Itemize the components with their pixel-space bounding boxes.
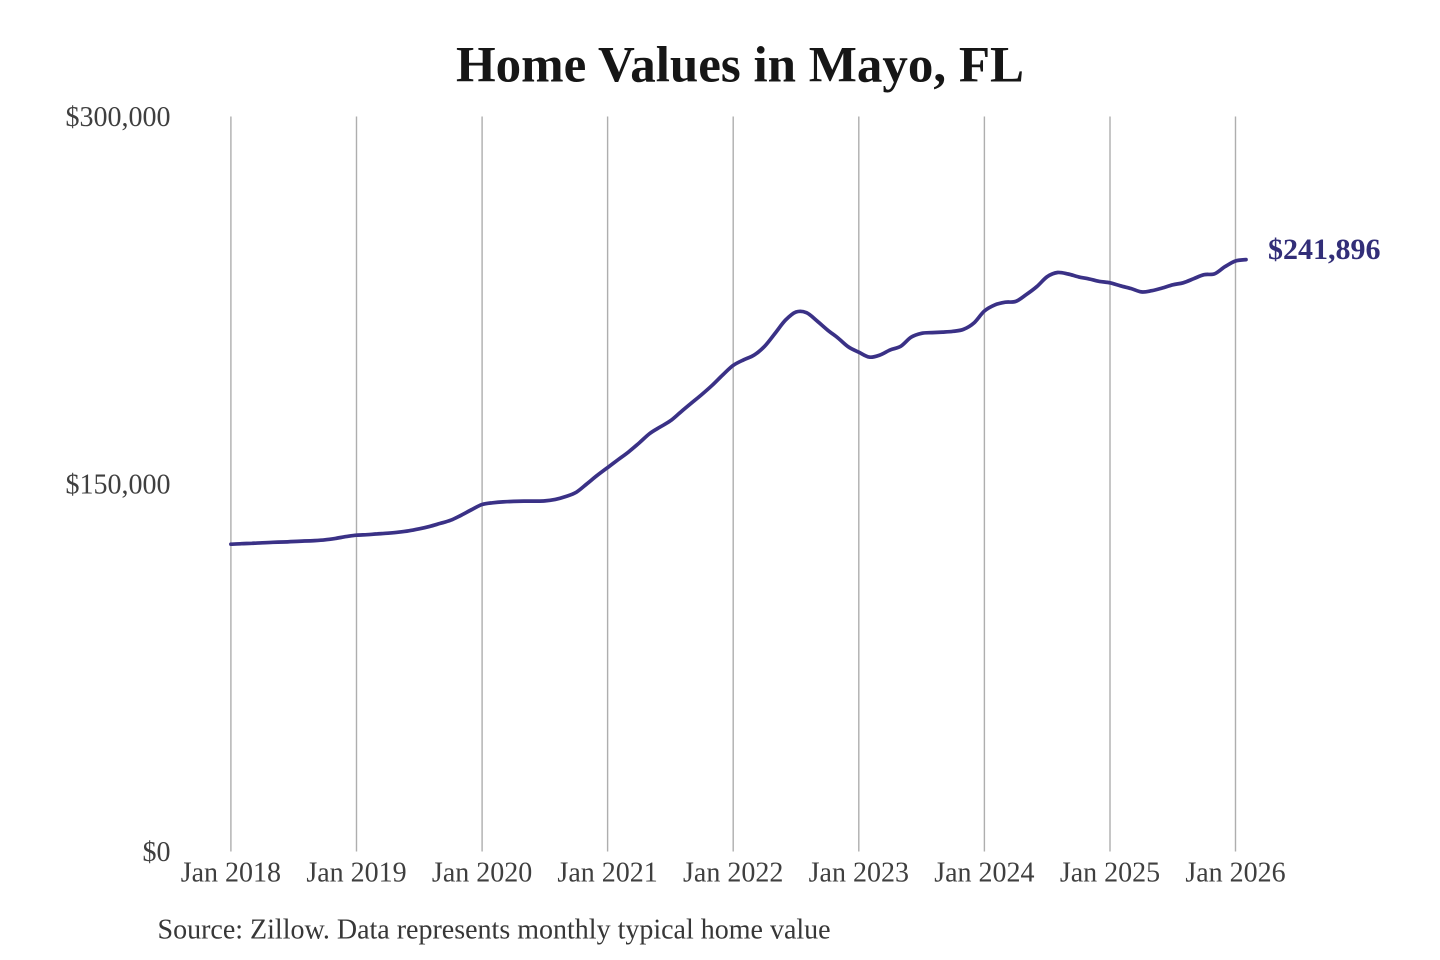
svg-text:Jan 2021: Jan 2021 [557,858,657,889]
svg-text:Jan 2020: Jan 2020 [432,858,532,889]
svg-text:Source: Zillow. Data represent: Source: Zillow. Data represents monthly … [158,915,831,946]
svg-text:$150,000: $150,000 [66,470,171,501]
svg-text:Jan 2019: Jan 2019 [306,858,406,889]
svg-text:Jan 2022: Jan 2022 [683,858,783,889]
svg-text:Jan 2024: Jan 2024 [934,858,1034,889]
svg-text:$241,896: $241,896 [1268,233,1381,266]
svg-text:Jan 2026: Jan 2026 [1185,858,1285,889]
svg-text:Jan 2023: Jan 2023 [809,858,909,889]
svg-text:Home Values in Mayo, FL: Home Values in Mayo, FL [456,38,1024,94]
svg-text:$0: $0 [143,837,171,868]
svg-text:Jan 2025: Jan 2025 [1060,858,1160,889]
svg-text:$300,000: $300,000 [66,102,171,133]
svg-text:Jan 2018: Jan 2018 [181,858,281,889]
